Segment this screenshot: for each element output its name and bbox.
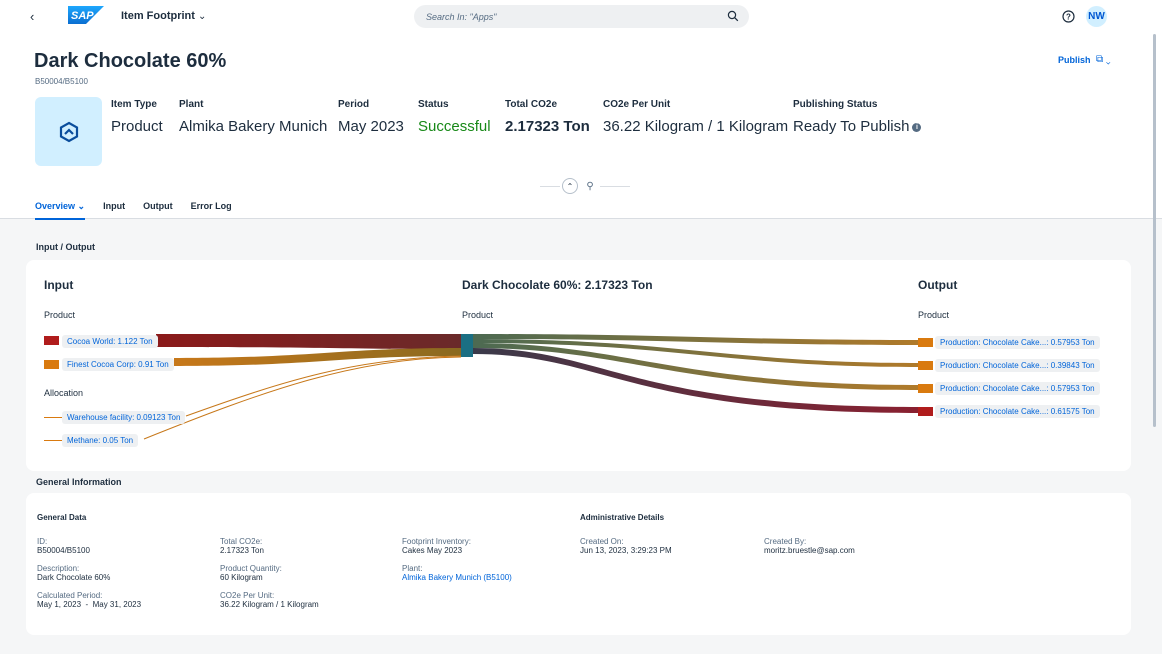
help-icon[interactable]: ? <box>1062 10 1075 23</box>
collapse-header-button[interactable]: ⌃ <box>562 178 578 194</box>
attr-status: Status Successful <box>418 99 491 135</box>
status-badge: Successful <box>418 118 491 135</box>
input-swatch <box>44 360 59 369</box>
tab-error-log[interactable]: Error Log <box>190 201 232 211</box>
co2e-per-unit-value: 36.22 Kilogram / 1 Kilogram <box>220 600 319 609</box>
output-swatch <box>918 338 933 347</box>
flow-warehouse[interactable] <box>185 355 462 417</box>
created-on-value: Jun 13, 2023, 3:29:23 PM <box>580 546 672 555</box>
output-label-2[interactable]: Production: Chocolate Cake...: 0.39843 T… <box>935 359 1100 372</box>
description-value: Dark Chocolate 60% <box>37 573 111 582</box>
attr-total-co2e: Total CO2e 2.17323 Ton <box>505 99 590 135</box>
input-swatch <box>44 336 59 345</box>
flow-output-1[interactable] <box>473 334 919 345</box>
sap-logo[interactable]: SAP <box>68 6 104 24</box>
attr-publishing-status: Publishing Status Ready To Publish i <box>793 99 922 135</box>
output-swatch <box>918 384 933 393</box>
publish-button[interactable]: Publish <box>1058 55 1091 65</box>
flow-output-3[interactable] <box>473 343 919 390</box>
allocation-label: Allocation <box>44 388 84 398</box>
tab-input[interactable]: Input <box>103 201 126 211</box>
chevron-up-icon: ⌃ <box>566 181 574 191</box>
attr-period: Period May 2023 <box>338 99 404 135</box>
center-product-label: Product <box>462 310 494 320</box>
allocation-swatch <box>44 417 62 418</box>
footprint-inventory-value: Cakes May 2023 <box>402 546 463 555</box>
info-icon[interactable]: i <box>912 122 922 132</box>
allocation-label-methane[interactable]: Methane: 0.05 Ton <box>62 434 139 447</box>
chevron-down-icon: ⌄ <box>197 11 207 22</box>
svg-text:SAP: SAP <box>71 10 94 22</box>
input-heading: Input <box>44 278 74 292</box>
shell-bar: ‹ SAP Item Footprint⌄ ? NW <box>0 0 1162 34</box>
input-label-cocoa-world[interactable]: Cocoa World: 1.122 Ton <box>62 335 158 348</box>
output-label-3[interactable]: Production: Chocolate Cake...: 0.57953 T… <box>935 382 1100 395</box>
output-label-1[interactable]: Production: Chocolate Cake...: 0.57953 T… <box>935 336 1100 349</box>
app-title-menu[interactable]: Item Footprint ⌄ <box>121 10 207 22</box>
general-card: General Data Administrative Details ID: … <box>26 493 1131 635</box>
scrollbar[interactable] <box>1153 34 1156 427</box>
attr-co2e-per-unit: CO2e Per Unit 36.22 Kilogram / 1 Kilogra… <box>603 99 789 135</box>
page-title: Dark Chocolate 60% <box>34 50 227 72</box>
center-heading: Dark Chocolate 60%: 2.17323 Ton <box>462 278 653 292</box>
tab-overview[interactable]: Overview ⌄ <box>35 201 86 220</box>
output-swatch <box>918 361 933 370</box>
svg-text:?: ? <box>1066 13 1071 22</box>
flow-methane[interactable] <box>143 356 462 440</box>
product-quantity-value: 60 Kilogram <box>220 573 263 582</box>
flow-finest-cocoa[interactable] <box>174 348 461 366</box>
sankey-diagram <box>143 334 919 440</box>
flow-output-4[interactable] <box>473 348 919 413</box>
created-by-value: moritz.bruestle@sap.com <box>764 546 855 555</box>
flow-cocoa-world[interactable] <box>156 334 461 349</box>
total-co2e-value: 2.17323 Ton <box>220 546 264 555</box>
product-icon <box>35 97 102 166</box>
attr-plant: Plant Almika Bakery Munich <box>179 99 328 135</box>
output-label-4[interactable]: Production: Chocolate Cake...: 0.61575 T… <box>935 405 1100 418</box>
pin-icon: ⚲ <box>586 180 594 192</box>
center-node[interactable] <box>461 334 473 357</box>
input-product-label: Product <box>44 310 76 320</box>
tab-output[interactable]: Output <box>143 201 173 211</box>
header-collapse-control: ⌃ ⚲ <box>540 177 630 195</box>
allocation-swatch <box>44 440 62 441</box>
output-swatch <box>918 407 933 416</box>
back-button[interactable]: ‹ <box>30 9 35 24</box>
avatar[interactable]: NW <box>1086 6 1107 27</box>
share-icon: ⧉ <box>1096 54 1104 65</box>
general-section-title: General Information <box>36 477 122 487</box>
output-product-label: Product <box>918 310 950 320</box>
cube-icon <box>59 121 78 142</box>
input-label-finest-cocoa[interactable]: Finest Cocoa Corp: 0.91 Ton <box>62 358 174 371</box>
flow-output-2[interactable] <box>473 339 919 367</box>
share-menu-button[interactable]: ⧉ ⌄ <box>1096 54 1111 65</box>
id-value: B50004/B5100 <box>37 546 90 555</box>
search-icon[interactable] <box>727 10 739 22</box>
search-input[interactable] <box>426 5 716 28</box>
tab-bar: Overview ⌄ Input Output Error Log <box>35 201 232 220</box>
chevron-down-icon: ⌄ <box>1105 54 1111 65</box>
io-section-title: Input / Output <box>36 242 95 252</box>
admin-details-heading: Administrative Details <box>580 513 665 522</box>
io-card: Input Dark Chocolate 60%: 2.17323 Ton Ou… <box>26 260 1131 471</box>
page-subtitle: B50004/B5100 <box>35 77 88 86</box>
search-field[interactable] <box>414 5 749 28</box>
object-header: Dark Chocolate 60% B50004/B5100 Publish … <box>0 34 1162 220</box>
output-heading: Output <box>918 278 958 292</box>
plant-link[interactable]: Almika Bakery Munich (B5100) <box>402 573 512 582</box>
allocation-label-warehouse[interactable]: Warehouse facility: 0.09123 Ton <box>62 411 186 424</box>
general-data-heading: General Data <box>37 513 87 522</box>
period-value: May 1, 2023 - May 31, 2023 <box>37 600 142 609</box>
attr-item-type: Item Type Product <box>111 99 163 135</box>
chevron-down-icon: ⌄ <box>77 201 86 211</box>
pin-header-button[interactable]: ⚲ <box>582 178 598 194</box>
